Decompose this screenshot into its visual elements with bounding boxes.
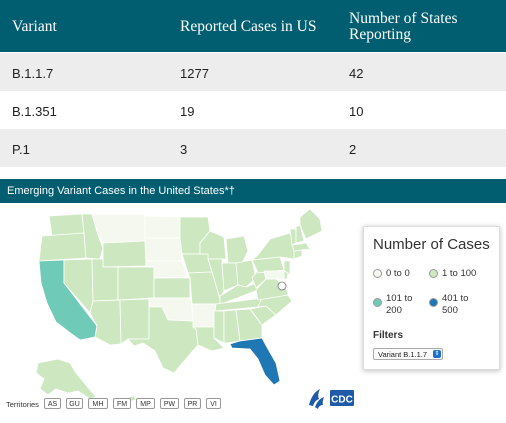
state-DE bbox=[283, 270, 289, 280]
state-WA bbox=[48, 213, 85, 237]
state-KS bbox=[153, 277, 191, 299]
state-MD bbox=[263, 270, 287, 280]
state-OH bbox=[235, 259, 257, 288]
state-MT bbox=[91, 213, 146, 244]
state-IA bbox=[181, 253, 213, 274]
legend-swatch-0-to-0 bbox=[373, 269, 382, 278]
legend-label-500: 500 bbox=[442, 305, 458, 316]
cell-cases: 1277 bbox=[180, 66, 209, 81]
filters-label: Filters bbox=[373, 330, 404, 341]
territory-button-fm[interactable]: FM bbox=[113, 398, 131, 409]
state-NY bbox=[251, 232, 297, 261]
variant-select[interactable]: Variant B.1.1.7 ⇕ bbox=[373, 348, 443, 360]
cell-variant: P.1 bbox=[12, 142, 30, 157]
state-SD bbox=[144, 237, 183, 262]
header-reported-cases: Reported Cases in US bbox=[180, 18, 317, 35]
map-title-bar: Emerging Variant Cases in the United Sta… bbox=[0, 179, 506, 203]
territory-button-mp[interactable]: MP bbox=[136, 398, 155, 409]
variant-select-value: Variant B.1.1.7 bbox=[378, 350, 428, 359]
legend-label-101-to: 101 to bbox=[386, 293, 413, 304]
legend-label-200: 200 bbox=[386, 305, 402, 316]
legend-panel: Number of Cases 0 to 0 1 to 100 101 to 2… bbox=[363, 226, 500, 370]
header-reporting: Reporting bbox=[349, 26, 411, 43]
territory-button-gu[interactable]: GU bbox=[66, 398, 83, 409]
cell-variant: B.1.351 bbox=[12, 104, 57, 119]
legend-swatch-1-to-100 bbox=[429, 269, 438, 278]
cell-states: 10 bbox=[349, 104, 364, 119]
state-MI bbox=[225, 235, 249, 264]
table-header: Variant Reported Cases in US Number of S… bbox=[0, 0, 506, 52]
state-NM bbox=[119, 298, 150, 345]
chevron-down-icon: ⇕ bbox=[433, 350, 441, 358]
state-NH bbox=[295, 224, 305, 244]
legend-label-1-to-100: 1 to 100 bbox=[442, 268, 477, 279]
table-row: P.1 3 2 bbox=[0, 129, 506, 167]
cell-states: 2 bbox=[349, 142, 357, 157]
cdc-logo-icon bbox=[330, 390, 354, 406]
state-ND bbox=[144, 215, 181, 239]
cell-states: 42 bbox=[349, 66, 364, 81]
state-ME bbox=[299, 208, 323, 240]
state-CT bbox=[293, 249, 303, 260]
cell-cases: 19 bbox=[180, 104, 195, 119]
dc-marker bbox=[277, 281, 287, 291]
header-variant: Variant bbox=[12, 18, 57, 35]
state-OR bbox=[38, 232, 87, 262]
state-MS bbox=[213, 310, 225, 344]
state-FL bbox=[229, 337, 281, 386]
legend-swatch-401-to-500 bbox=[429, 298, 438, 307]
cell-variant: B.1.1.7 bbox=[12, 66, 54, 81]
cell-cases: 3 bbox=[180, 142, 188, 157]
state-AK bbox=[35, 358, 97, 400]
state-TX bbox=[127, 306, 199, 374]
us-map bbox=[35, 208, 323, 410]
legend-title: Number of Cases bbox=[373, 236, 490, 253]
legend-label-0-to-0: 0 to 0 bbox=[386, 268, 410, 279]
territory-button-as[interactable]: AS bbox=[44, 398, 61, 409]
agency-logos: CDC bbox=[309, 389, 354, 409]
state-MA bbox=[291, 242, 311, 252]
territory-button-mh[interactable]: MH bbox=[88, 398, 108, 409]
state-AR bbox=[191, 303, 217, 328]
map-title: Emerging Variant Cases in the United Sta… bbox=[7, 185, 235, 197]
table-row: B.1.351 19 10 bbox=[0, 91, 506, 129]
state-WY bbox=[102, 240, 147, 268]
legend-swatch-101-to-200 bbox=[373, 298, 382, 307]
territory-button-pw[interactable]: PW bbox=[160, 398, 179, 409]
state-AL bbox=[223, 309, 241, 344]
hhs-eagle-icon bbox=[309, 389, 324, 409]
legend-label-401-to: 401 to bbox=[442, 293, 469, 304]
state-CO bbox=[117, 266, 155, 301]
territory-button-pr[interactable]: PR bbox=[184, 398, 201, 409]
table-row: B.1.1.7 1277 42 bbox=[0, 53, 506, 91]
territory-button-vi[interactable]: VI bbox=[206, 398, 221, 409]
header-number-of-states: Number of States bbox=[349, 10, 458, 27]
cdc-logo-text: CDC bbox=[331, 395, 353, 406]
territories-label: Territories bbox=[6, 400, 39, 409]
